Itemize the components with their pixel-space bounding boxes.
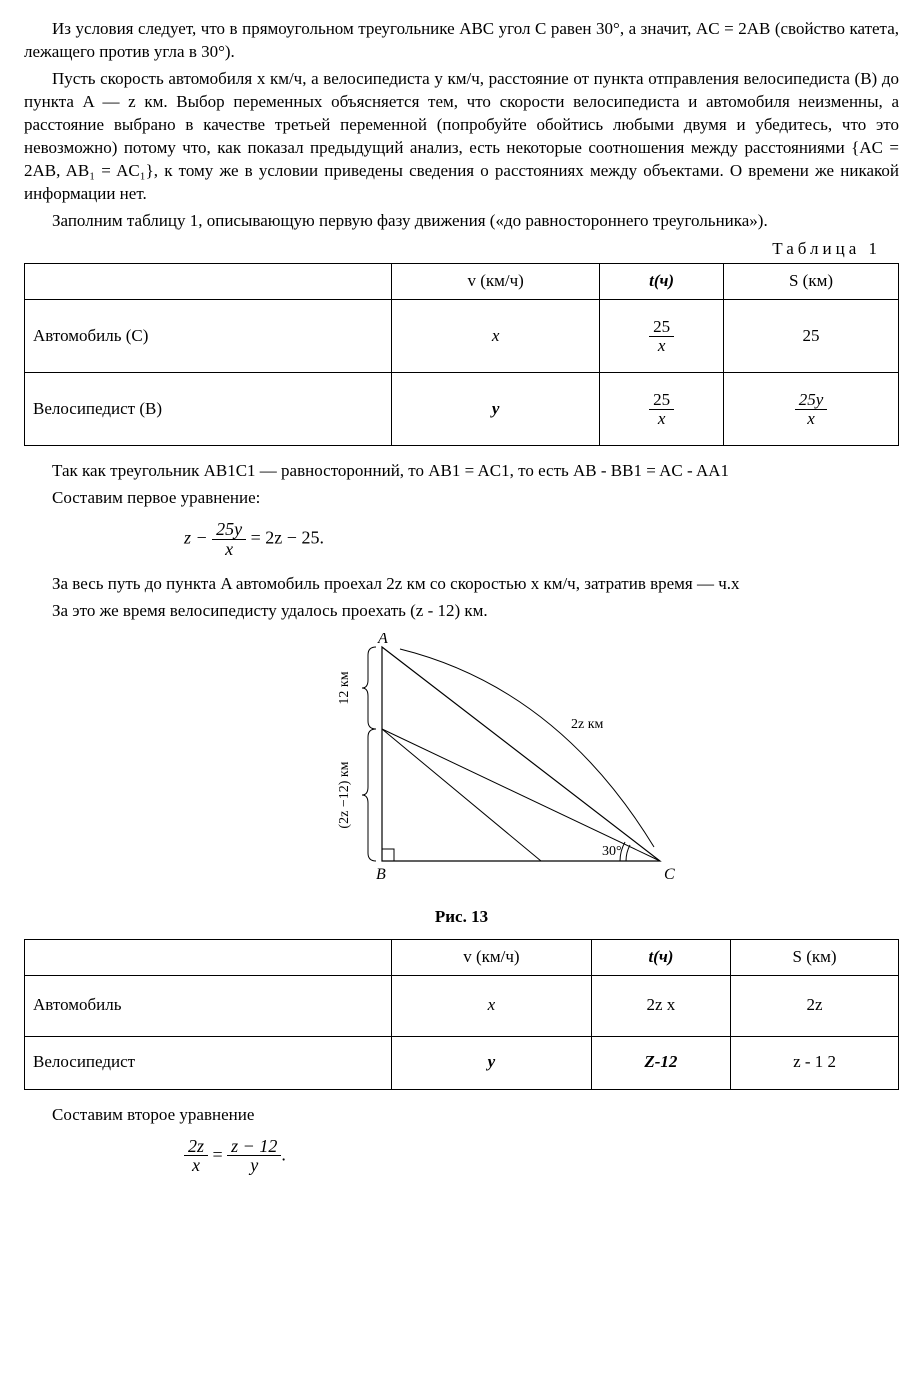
th-v: v (км/ч): [392, 264, 600, 300]
cell-name: Автомобиль (С): [25, 300, 392, 373]
cell-s: z - 1 2: [731, 1036, 899, 1089]
svg-text:2z км: 2z км: [571, 717, 604, 732]
table-row: Автомобиль (С) x 25x 25: [25, 300, 899, 373]
table-row: Велосипедист y Z-12 z - 1 2: [25, 1036, 899, 1089]
svg-text:30°: 30°: [602, 844, 622, 859]
paragraph-7: За это же время велосипедисту удалось пр…: [24, 600, 899, 623]
cell-v: x: [392, 975, 592, 1036]
paragraph-5: Составим первое уравнение:: [24, 487, 899, 510]
table-header-row: v (км/ч) t(ч) S (км): [25, 264, 899, 300]
cell-v: y: [392, 373, 600, 446]
th-s: S (км): [731, 939, 899, 975]
cell-v: y: [392, 1036, 592, 1089]
cell-v: x: [392, 300, 600, 373]
table-row: Автомобиль x 2z x 2z: [25, 975, 899, 1036]
svg-text:C: C: [664, 866, 675, 883]
table-row: Велосипедист (B) y 25x 25yx: [25, 373, 899, 446]
paragraph-4: Так как треугольник AB1C1 — равносторонн…: [24, 460, 899, 483]
table-2: v (км/ч) t(ч) S (км) Автомобиль x 2z x 2…: [24, 939, 899, 1090]
th-t: t(ч): [600, 264, 724, 300]
cell-t: 25x: [600, 300, 724, 373]
table-1: v (км/ч) t(ч) S (км) Автомобиль (С) x 25…: [24, 263, 899, 446]
cell-t: Z-12: [591, 1036, 730, 1089]
th-empty: [25, 264, 392, 300]
th-empty: [25, 939, 392, 975]
th-v: v (км/ч): [392, 939, 592, 975]
equation-2: 2zx = z − 12y.: [184, 1137, 899, 1176]
figure-13: 30° A B C 12 км (2z −12) км 2z км: [24, 633, 899, 900]
paragraph-2: Пусть скорость автомобиля x км/ч, а вело…: [24, 68, 899, 206]
table1-label: Таблица 1: [24, 238, 899, 261]
cell-s: 25yx: [723, 373, 898, 446]
paragraph-3: Заполним таблицу 1, описывающую первую ф…: [24, 210, 899, 233]
svg-text:12 км: 12 км: [337, 671, 352, 704]
cell-s: 25: [723, 300, 898, 373]
cell-name: Велосипедист (B): [25, 373, 392, 446]
equation-1: z − 25yx = 2z − 25.: [184, 520, 899, 559]
svg-text:(2z −12) км: (2z −12) км: [337, 761, 352, 828]
cell-name: Автомобиль: [25, 975, 392, 1036]
th-s: S (км): [723, 264, 898, 300]
triangle-diagram: 30° A B C 12 км (2z −12) км 2z км: [242, 633, 682, 893]
svg-text:B: B: [376, 866, 386, 883]
figure-caption: Рис. 13: [24, 906, 899, 929]
paragraph-8: Составим второе уравнение: [24, 1104, 899, 1127]
cell-t: 25x: [600, 373, 724, 446]
th-t: t(ч): [591, 939, 730, 975]
cell-t: 2z x: [591, 975, 730, 1036]
paragraph-1: Из условия следует, что в прямоугольном …: [24, 18, 899, 64]
paragraph-6: За весь путь до пункта A автомобиль прое…: [24, 573, 899, 596]
cell-name: Велосипедист: [25, 1036, 392, 1089]
svg-text:A: A: [377, 633, 388, 647]
table-header-row: v (км/ч) t(ч) S (км): [25, 939, 899, 975]
cell-s: 2z: [731, 975, 899, 1036]
